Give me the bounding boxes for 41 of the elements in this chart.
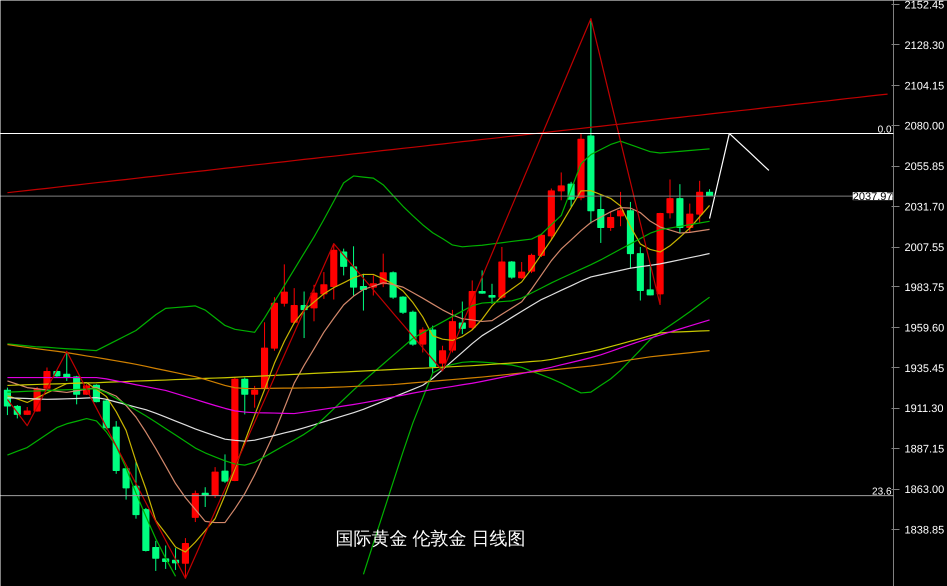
candlestick <box>212 466 219 498</box>
candlestick <box>518 262 526 280</box>
candlestick <box>508 260 516 280</box>
annotation: 23.6 <box>872 486 892 498</box>
candlestick <box>488 283 496 304</box>
candlestick <box>419 326 426 353</box>
y-tick-label: 2007.55 <box>904 242 944 254</box>
candlestick <box>182 538 189 579</box>
y-tick-label: 1983.75 <box>904 282 944 294</box>
y-tick-label: 1959.60 <box>904 322 944 334</box>
y-tick-label: 2031.70 <box>904 202 944 214</box>
y-tick-label: 1935.45 <box>904 362 944 375</box>
y-tick-label: 2055.85 <box>904 161 944 174</box>
candlestick <box>607 211 614 232</box>
y-tick-label: 2104.15 <box>904 80 944 92</box>
candlestick <box>558 172 565 201</box>
candlestick <box>399 296 407 314</box>
y-tick-label: 1911.30 <box>904 403 944 416</box>
candlestick <box>241 377 248 415</box>
candlestick <box>616 191 624 227</box>
y-tick-label: 1863.00 <box>904 484 944 496</box>
candlestick <box>666 178 674 219</box>
candlestick <box>646 263 654 296</box>
line-series <box>6 140 710 352</box>
annotation: 0.0 <box>878 124 892 136</box>
candlestick <box>438 345 446 372</box>
candlestick <box>251 385 258 408</box>
candlestick <box>597 194 604 244</box>
candlestick <box>152 540 160 572</box>
candlestick <box>221 454 229 484</box>
y-tick-label: 2080.00 <box>904 120 944 133</box>
candlestick <box>478 270 486 294</box>
y-tick-label: 2152.45 <box>904 0 944 12</box>
y-tick-label: 1838.85 <box>904 524 944 536</box>
candlestick <box>290 288 298 324</box>
y-tick-label: 2128.30 <box>904 40 944 52</box>
candlestick <box>696 180 704 224</box>
line-series <box>6 319 710 414</box>
y-tick-label: 1887.15 <box>904 444 944 456</box>
candlestick <box>280 264 288 308</box>
candlestick <box>320 272 328 300</box>
